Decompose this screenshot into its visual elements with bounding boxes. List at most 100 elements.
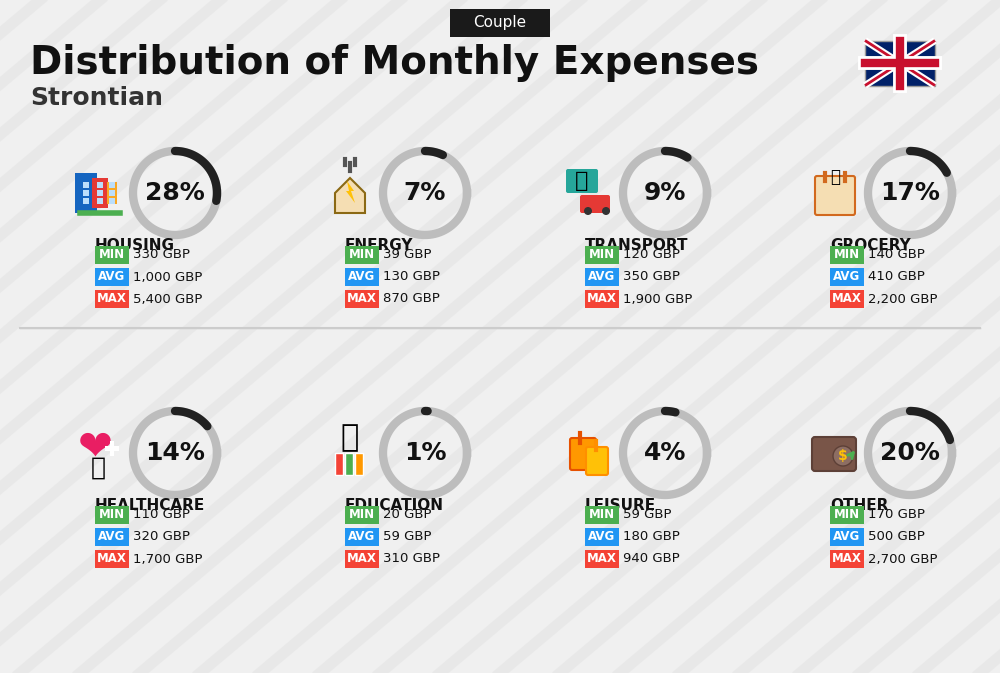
FancyBboxPatch shape <box>95 246 129 264</box>
FancyBboxPatch shape <box>345 290 379 308</box>
FancyBboxPatch shape <box>95 506 129 524</box>
FancyBboxPatch shape <box>345 528 379 546</box>
Text: MAX: MAX <box>97 293 127 306</box>
FancyBboxPatch shape <box>830 550 864 568</box>
FancyBboxPatch shape <box>75 173 97 213</box>
Text: AVG: AVG <box>833 271 861 283</box>
Circle shape <box>833 446 853 466</box>
Text: ❤: ❤ <box>78 427 112 469</box>
FancyBboxPatch shape <box>97 190 103 196</box>
FancyBboxPatch shape <box>585 550 619 568</box>
FancyBboxPatch shape <box>345 550 379 568</box>
Text: 320 GBP: 320 GBP <box>133 530 190 544</box>
FancyBboxPatch shape <box>83 190 89 196</box>
FancyBboxPatch shape <box>345 246 379 264</box>
FancyBboxPatch shape <box>586 447 608 475</box>
FancyBboxPatch shape <box>345 453 353 475</box>
Text: Strontian: Strontian <box>30 86 163 110</box>
FancyBboxPatch shape <box>865 40 935 85</box>
Polygon shape <box>346 181 355 203</box>
Polygon shape <box>335 178 365 213</box>
FancyBboxPatch shape <box>585 268 619 286</box>
FancyBboxPatch shape <box>345 506 379 524</box>
Text: MIN: MIN <box>99 248 125 262</box>
FancyBboxPatch shape <box>355 453 363 475</box>
Text: 4%: 4% <box>644 441 686 465</box>
Text: 310 GBP: 310 GBP <box>383 553 440 565</box>
Text: MIN: MIN <box>834 248 860 262</box>
Text: MAX: MAX <box>587 553 617 565</box>
FancyBboxPatch shape <box>830 268 864 286</box>
Text: 140 GBP: 140 GBP <box>868 248 925 262</box>
FancyBboxPatch shape <box>450 9 550 37</box>
FancyBboxPatch shape <box>107 182 117 204</box>
Text: 410 GBP: 410 GBP <box>868 271 925 283</box>
Text: EDUCATION: EDUCATION <box>345 498 444 513</box>
Text: 1,900 GBP: 1,900 GBP <box>623 293 692 306</box>
Text: Couple: Couple <box>473 15 527 30</box>
Text: MAX: MAX <box>347 553 377 565</box>
FancyBboxPatch shape <box>109 182 115 188</box>
Text: MAX: MAX <box>832 553 862 565</box>
Text: AVG: AVG <box>98 530 126 544</box>
Text: 1,000 GBP: 1,000 GBP <box>133 271 202 283</box>
FancyBboxPatch shape <box>97 198 103 204</box>
Text: 🤲: 🤲 <box>90 456 106 480</box>
Text: 870 GBP: 870 GBP <box>383 293 440 306</box>
Text: MIN: MIN <box>589 509 615 522</box>
Circle shape <box>602 207 610 215</box>
FancyBboxPatch shape <box>335 453 343 475</box>
FancyBboxPatch shape <box>83 198 89 204</box>
Text: OTHER: OTHER <box>830 498 888 513</box>
FancyBboxPatch shape <box>585 506 619 524</box>
Text: HEALTHCARE: HEALTHCARE <box>95 498 205 513</box>
Text: 1,700 GBP: 1,700 GBP <box>133 553 202 565</box>
Text: 130 GBP: 130 GBP <box>383 271 440 283</box>
Text: 2,700 GBP: 2,700 GBP <box>868 553 938 565</box>
Text: 🎓: 🎓 <box>341 423 359 452</box>
FancyBboxPatch shape <box>109 190 115 196</box>
Text: 59 GBP: 59 GBP <box>623 509 672 522</box>
Text: 7%: 7% <box>404 181 446 205</box>
Text: AVG: AVG <box>588 530 616 544</box>
FancyBboxPatch shape <box>580 195 610 213</box>
Text: 350 GBP: 350 GBP <box>623 271 680 283</box>
FancyBboxPatch shape <box>812 437 856 471</box>
Text: TRANSPORT: TRANSPORT <box>585 238 688 253</box>
FancyBboxPatch shape <box>830 528 864 546</box>
Text: 120 GBP: 120 GBP <box>623 248 680 262</box>
Text: 17%: 17% <box>880 181 940 205</box>
Text: 🥬: 🥬 <box>830 168 840 186</box>
FancyBboxPatch shape <box>345 268 379 286</box>
Text: ENERGY: ENERGY <box>345 238 414 253</box>
Text: 500 GBP: 500 GBP <box>868 530 925 544</box>
FancyBboxPatch shape <box>83 182 89 188</box>
Text: LEISURE: LEISURE <box>585 498 656 513</box>
Text: 🚌: 🚌 <box>575 171 589 191</box>
Text: AVG: AVG <box>348 271 376 283</box>
FancyBboxPatch shape <box>95 268 129 286</box>
Text: MIN: MIN <box>99 509 125 522</box>
Text: AVG: AVG <box>348 530 376 544</box>
Text: 59 GBP: 59 GBP <box>383 530 432 544</box>
Text: $: $ <box>838 449 848 463</box>
FancyBboxPatch shape <box>566 169 598 193</box>
Text: MAX: MAX <box>587 293 617 306</box>
FancyBboxPatch shape <box>585 290 619 308</box>
Text: 170 GBP: 170 GBP <box>868 509 925 522</box>
Text: 1%: 1% <box>404 441 446 465</box>
Text: 39 GBP: 39 GBP <box>383 248 432 262</box>
FancyBboxPatch shape <box>585 528 619 546</box>
FancyBboxPatch shape <box>110 441 114 456</box>
Text: MAX: MAX <box>97 553 127 565</box>
FancyBboxPatch shape <box>95 290 129 308</box>
Text: MAX: MAX <box>347 293 377 306</box>
Text: MIN: MIN <box>349 248 375 262</box>
Text: GROCERY: GROCERY <box>830 238 911 253</box>
FancyBboxPatch shape <box>830 290 864 308</box>
FancyBboxPatch shape <box>92 178 108 208</box>
FancyBboxPatch shape <box>585 246 619 264</box>
Text: 2,200 GBP: 2,200 GBP <box>868 293 938 306</box>
Text: 940 GBP: 940 GBP <box>623 553 680 565</box>
Text: HOUSING: HOUSING <box>95 238 175 253</box>
